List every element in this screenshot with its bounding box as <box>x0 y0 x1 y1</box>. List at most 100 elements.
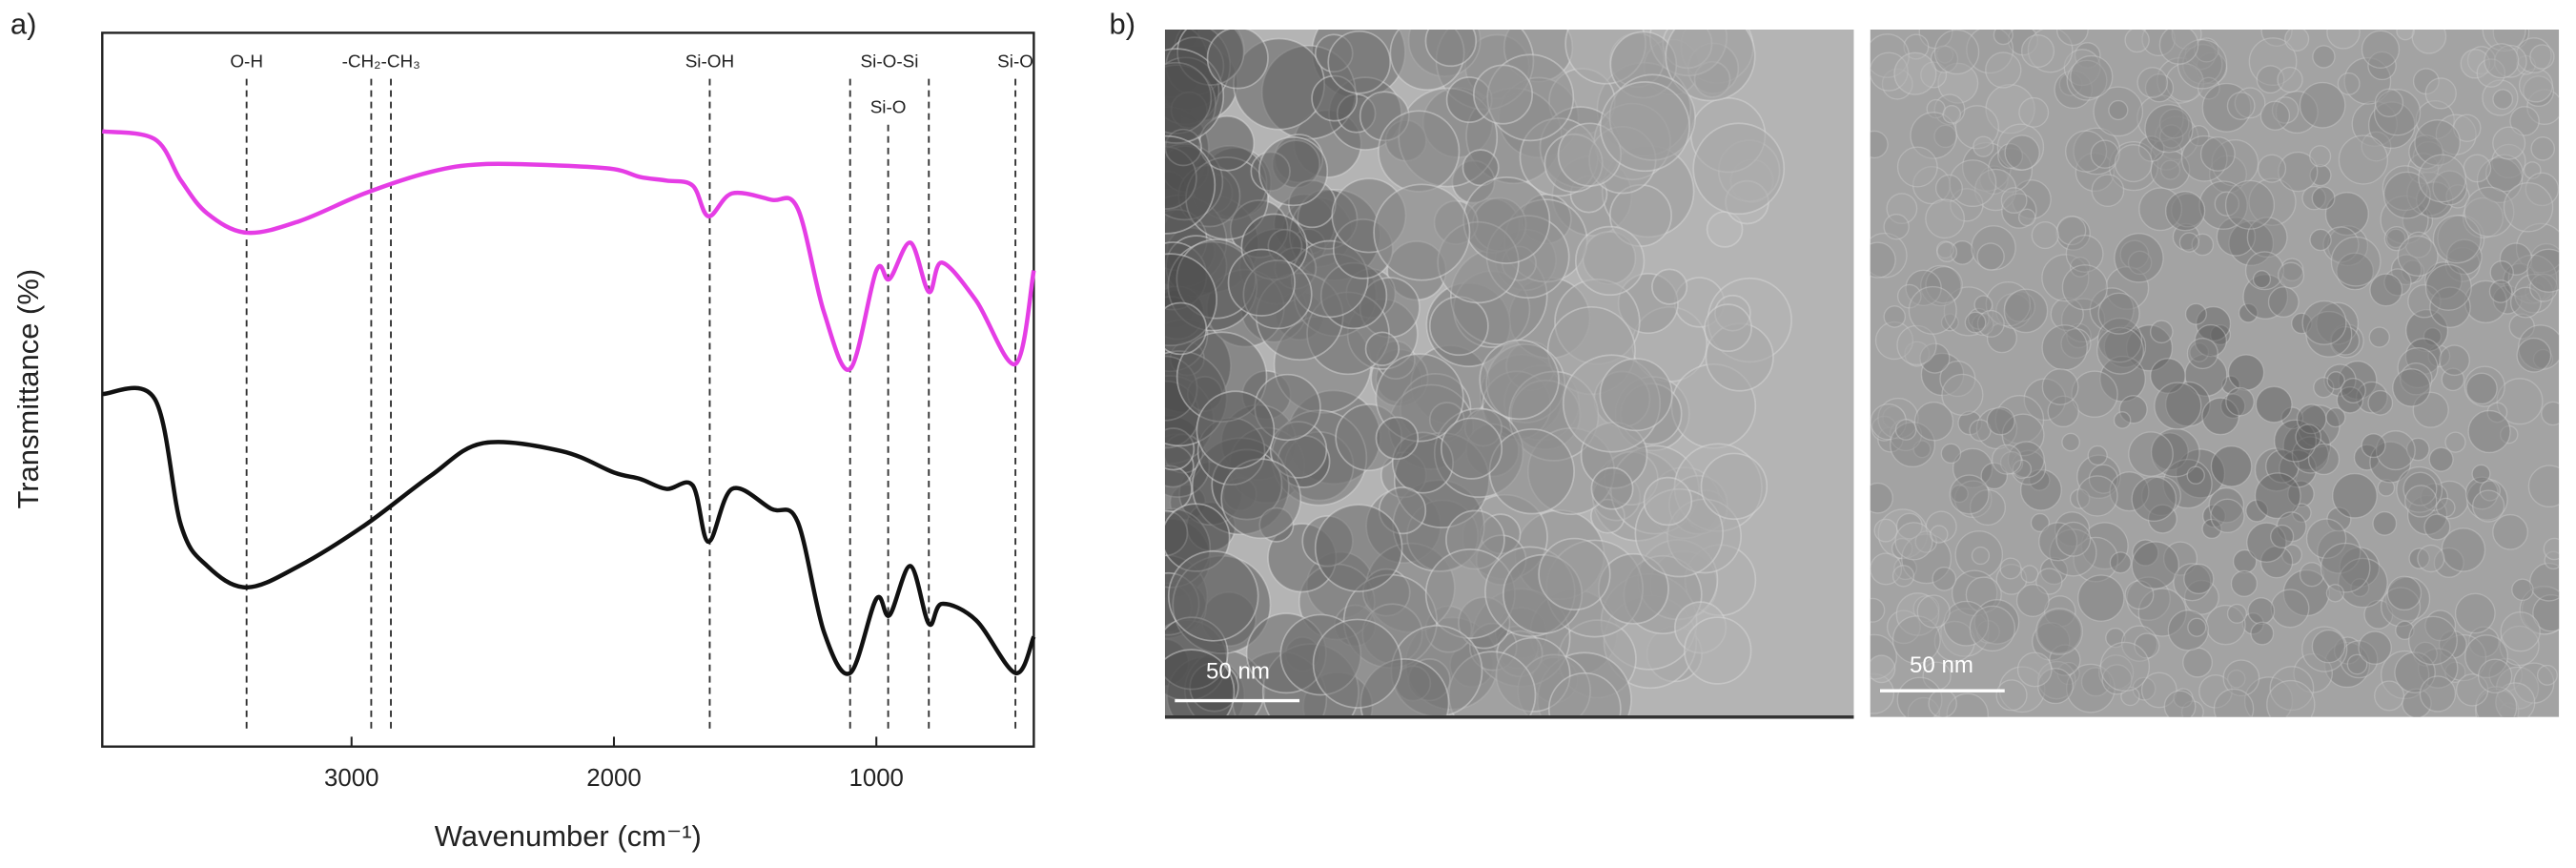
particle <box>2118 395 2148 424</box>
particle <box>2404 231 2432 258</box>
particle <box>1943 286 1994 337</box>
particle <box>1164 301 1208 356</box>
particle <box>1167 550 1259 642</box>
particle <box>2096 326 2145 375</box>
particle <box>2199 136 2236 172</box>
particle <box>2424 610 2457 642</box>
particle <box>1964 311 1987 334</box>
particle <box>2444 661 2466 683</box>
particle <box>2471 489 2505 523</box>
particle <box>2541 401 2560 426</box>
particle <box>2521 586 2560 635</box>
particle <box>2323 363 2357 397</box>
particle <box>1965 576 2002 613</box>
particle <box>2077 574 2125 622</box>
particle <box>2043 595 2076 628</box>
particle <box>2232 548 2258 574</box>
particle <box>2511 578 2534 601</box>
particle <box>2495 682 2536 717</box>
particle <box>2076 454 2121 500</box>
particle <box>2167 610 2209 651</box>
particle <box>1257 136 1329 207</box>
panel-label: b) <box>1109 8 1135 41</box>
particle <box>2408 548 2430 569</box>
particle <box>1940 608 1990 657</box>
particle <box>2428 446 2454 472</box>
particle <box>2089 287 2135 333</box>
particle <box>2325 584 2345 603</box>
particle <box>1953 480 1993 519</box>
particle <box>2066 663 2116 713</box>
particle <box>2036 668 2074 705</box>
particle <box>2368 326 2390 348</box>
particle <box>2039 556 2069 586</box>
particle <box>2427 344 2451 368</box>
particle <box>2270 589 2310 629</box>
particle <box>2361 131 2392 162</box>
particle <box>2061 432 2080 452</box>
particle <box>1936 241 1958 263</box>
particle <box>1891 565 1915 588</box>
particle <box>2499 242 2533 276</box>
particle <box>1908 285 1957 335</box>
particle <box>2172 222 2200 251</box>
particle <box>1891 615 1941 665</box>
particle <box>2150 432 2189 471</box>
particle <box>1949 474 1990 515</box>
particle <box>2463 154 2492 183</box>
particle <box>2320 542 2371 593</box>
particle <box>1428 296 1489 357</box>
particle <box>1877 397 1919 440</box>
particle <box>2439 344 2470 377</box>
particle <box>2529 44 2555 70</box>
particle <box>1488 428 1575 515</box>
particle <box>2244 251 2284 291</box>
annotation-label: Si-O <box>997 52 1033 72</box>
particle <box>2171 29 2202 51</box>
particle <box>2284 29 2310 52</box>
particle <box>2171 193 2206 228</box>
particle <box>1930 45 1959 73</box>
particle <box>2234 87 2266 119</box>
particle <box>2305 310 2353 358</box>
particle <box>1913 402 1954 442</box>
particle <box>2445 184 2470 209</box>
particle <box>2091 174 2125 208</box>
particle <box>2049 528 2097 577</box>
particle <box>2392 368 2431 407</box>
particle <box>1375 416 1420 461</box>
particle <box>2353 444 2381 471</box>
particle <box>2180 700 2204 717</box>
particle <box>1896 324 1937 366</box>
particle <box>2380 195 2429 245</box>
particle <box>1874 320 1914 361</box>
particle <box>2259 545 2294 579</box>
particle <box>2096 317 2143 363</box>
particle <box>2390 254 2423 286</box>
particle <box>2132 539 2159 567</box>
particle <box>2444 431 2466 453</box>
particle <box>2210 324 2232 346</box>
particle <box>1950 188 1984 222</box>
particle <box>2435 497 2456 518</box>
particle <box>2270 524 2295 549</box>
particle <box>1870 33 1910 78</box>
particle <box>2278 151 2319 193</box>
particle <box>2222 659 2260 697</box>
particle <box>2012 459 2033 480</box>
particle <box>2162 459 2213 509</box>
particle <box>2037 660 2076 700</box>
particle <box>2113 411 2132 429</box>
particle <box>2007 441 2045 479</box>
particle <box>1933 93 1966 126</box>
particle <box>2340 640 2379 679</box>
particle <box>1934 174 1963 202</box>
particle <box>2099 355 2146 403</box>
particle <box>1939 361 1976 398</box>
particle <box>2260 29 2293 47</box>
particle <box>1314 504 1403 592</box>
particle <box>1883 305 1907 328</box>
particle <box>2322 226 2360 263</box>
x-tick-label: 1000 <box>849 765 904 792</box>
particle <box>2050 297 2084 332</box>
